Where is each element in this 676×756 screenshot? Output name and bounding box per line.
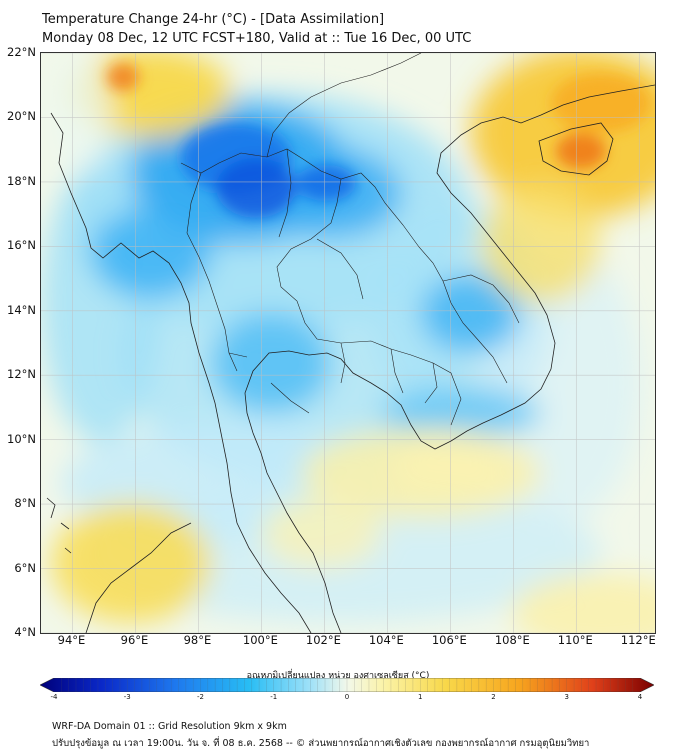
temperature-field (41, 53, 655, 633)
lat-tick-label: 12°N (7, 367, 36, 382)
colorbar-tick-label: 3 (564, 693, 569, 701)
lon-tick-label: 96°E (120, 633, 149, 647)
lat-tick-label: 16°N (7, 238, 36, 253)
lat-tick-label: 4°N (14, 625, 36, 639)
lat-tick-label: 22°N (7, 45, 36, 59)
lat-tick-label: 10°N (7, 431, 36, 446)
lon-tick-label: 112°E (620, 633, 656, 647)
colorbar-tick-label: -3 (123, 693, 131, 701)
colorbar-title: อุณหภูมิเปลี่ยนแปลง หน่วย องศาเซลเซียส (… (246, 671, 430, 681)
chart-subtitle: Monday 08 Dec, 12 UTC FCST+180, Valid at… (42, 31, 472, 46)
gridlines (41, 53, 655, 633)
footer-model-info: WRF-DA Domain 01 :: Grid Resolution 9km … (52, 721, 287, 732)
lat-tick-label: 6°N (14, 560, 36, 575)
lat-tick-label: 14°N (7, 302, 36, 317)
colorbar (40, 678, 654, 692)
lon-tick-label: 104°E (368, 633, 404, 647)
chart-title: Temperature Change 24-hr (°C) - [Data As… (42, 12, 385, 27)
colorbar-tick-label: 1 (418, 693, 423, 701)
lat-tick-label: 18°N (7, 173, 36, 188)
lon-tick-label: 98°E (183, 633, 212, 647)
lon-tick-label: 110°E (557, 633, 593, 647)
coastlines (46, 84, 655, 633)
lon-tick-label: 106°E (431, 633, 467, 647)
lon-tick-label: 100°E (242, 633, 278, 647)
lat-tick-label: 20°N (7, 109, 36, 124)
colorbar-tick-label: -2 (197, 693, 204, 701)
lon-tick-label: 108°E (494, 633, 530, 647)
footer-credit: ปรับปรุงข้อมูล ณ เวลา 19:00น. วัน จ. ที่… (52, 738, 590, 749)
lon-tick-label: 94°E (57, 633, 86, 647)
colorbar-segments (61, 678, 633, 692)
colorbar-tick-label: 2 (491, 693, 496, 701)
colorbar-tick-label: 0 (344, 693, 350, 701)
map-canvas (41, 53, 655, 633)
colorbar-tick-label: -1 (270, 693, 278, 701)
map-panel[interactable] (40, 52, 656, 634)
colorbar-tick-label: -4 (50, 693, 58, 701)
lat-tick-label: 8°N (14, 496, 36, 511)
country-borders (180, 53, 520, 426)
colorbar-tick-label: 4 (637, 693, 643, 701)
lon-tick-label: 102°E (305, 633, 341, 647)
